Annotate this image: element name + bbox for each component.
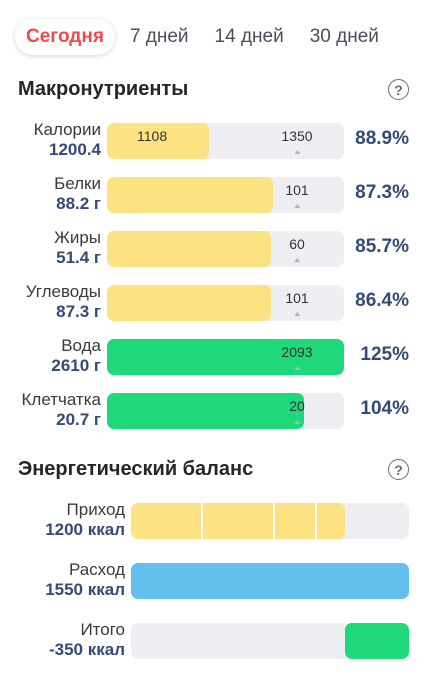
energy-total-label: Итого [80,620,125,639]
macro-progress-bar: 1108 1350 [107,123,344,159]
macro-target-value: 20 [289,398,305,414]
macro-percent: 88.9% [355,128,409,149]
macro-amount: 87.3 г [56,302,101,321]
energy-row-expense: Расход 1550 ккал [0,560,427,604]
macro-progress-bar: 20 [107,393,344,429]
macro-percent: 125% [360,344,409,365]
macro-name: Углеводы [25,282,101,301]
tab-30-days[interactable]: 30 дней [309,26,379,47]
macro-progress-bar: 101 [107,285,344,321]
macro-row: Углеводы 87.3 г 101 86.4% [0,282,427,326]
tab-14-days[interactable]: 14 дней [214,26,284,47]
energy-total-amount: -350 ккал [48,640,125,659]
macro-target-value: 60 [289,236,305,252]
macro-amount: 88.2 г [56,194,101,213]
macro-amount: 2610 г [51,356,101,375]
macro-name: Клетчатка [21,390,102,409]
energy-row-intake: Приход 1200 ккал [0,500,427,544]
macro-progress-bar: 60 [107,231,344,267]
macro-target-value: 101 [285,182,309,198]
macro-name: Калории [33,120,101,139]
period-tabs: Сегодня 7 дней 14 дней 30 дней [15,18,417,56]
energy-expense-amount: 1550 ккал [45,580,125,599]
macro-percent: 86.4% [355,290,409,311]
energy-expense-bar [131,563,409,599]
macro-progress-bar: 101 [107,177,344,213]
macro-row: Клетчатка 20.7 г 20 104% [0,390,427,434]
macro-progress-fill [107,231,271,267]
macro-amount: 20.7 г [56,410,101,429]
macro-progress-bar: 2093 [107,339,344,375]
tab-today[interactable]: Сегодня [15,19,115,55]
macro-row: Калории 1200.4 1108 1350 88.9% [0,120,427,164]
macros-title: Макронутриенты [18,78,189,100]
energy-intake-bar [131,503,409,539]
macro-row: Белки 88.2 г 101 87.3% [0,174,427,218]
energy-total-fill [345,623,409,659]
macro-target-value: 2093 [281,344,313,360]
macro-target-value: 1350 [281,128,313,144]
macro-progress-fill [107,123,209,159]
energy-row-total: Итого -350 ккал [0,620,427,664]
macro-name: Вода [61,336,101,355]
macro-percent: 104% [360,398,409,419]
energy-intake-segment [275,503,317,539]
energy-total-bar [131,623,409,659]
macro-progress-fill [107,393,304,429]
question-circle-icon[interactable]: ? [388,79,409,100]
energy-intake-label: Приход [66,500,125,519]
macro-amount: 1200.4 [49,140,101,159]
macro-name: Жиры [54,228,101,247]
macro-progress-fill [107,177,273,213]
macro-row: Жиры 51.4 г 60 85.7% [0,228,427,272]
macro-row: Вода 2610 г 2093 125% [0,336,427,380]
tab-7-days[interactable]: 7 дней [129,26,189,47]
question-circle-icon[interactable]: ? [388,459,409,480]
macro-progress-fill [107,285,271,321]
energy-intake-segment [317,503,345,539]
macro-name: Белки [54,174,101,193]
macro-percent: 85.7% [355,236,409,257]
energy-intake-segment [203,503,275,539]
macro-percent: 87.3% [355,182,409,203]
energy-expense-label: Расход [68,560,125,579]
macro-target-value: 101 [285,290,309,306]
energy-title: Энергетический баланс [18,458,254,480]
macro-current-value: 1108 [137,128,168,144]
energy-intake-amount: 1200 ккал [45,520,125,539]
energy-intake-segment [131,503,203,539]
macro-amount: 51.4 г [56,248,101,267]
energy-expense-fill [131,563,409,599]
